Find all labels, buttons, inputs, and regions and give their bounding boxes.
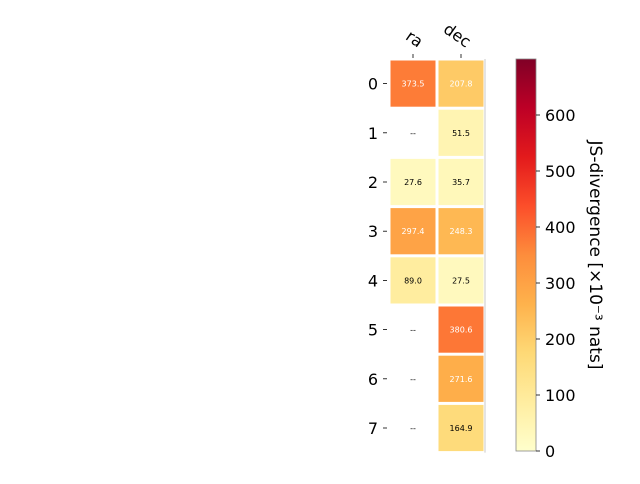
cell-value-label: 164.9 [450,424,473,433]
row-label: 3 [368,222,378,241]
colorbar-tick-label: 500 [545,162,576,181]
colorbar-tick-label: 200 [545,330,576,349]
cell-value-label: 35.7 [452,178,470,187]
heatmap-cell [390,257,436,304]
row-label: 5 [368,321,378,340]
cell-value-label: 89.0 [404,276,422,285]
cell-value-label: -- [410,375,416,384]
colorbar: 0 100 200 300 400 500 600 JS-divergence [×10⁻³… [515,58,605,461]
heatmap-cell [438,355,484,402]
cell-value-label: 380.6 [450,326,473,335]
colorbar-label: JS-divergence [×10⁻³ nats] [585,140,605,370]
heatmap-cell [390,60,436,107]
heatmap-cell [438,306,484,353]
colorbar-tick-label: 600 [545,106,576,125]
heatmap-cell [438,60,484,107]
cell-value-label: 207.8 [450,80,473,89]
colorbar-tick-label: 400 [545,218,576,237]
heatmap-cell [390,158,436,206]
cell-value-label: 373.5 [402,80,425,89]
cell-value-label: -- [410,424,416,433]
heatmap-cells: 373.5 207.8 -- 51.5 27.6 35.7 297.4 248.3 89.0 27… [390,59,486,453]
row-label: 1 [368,124,378,143]
cell-value-label: 297.4 [402,227,425,236]
heatmap-cell [438,109,484,156]
heatmap-cell [438,208,484,255]
cell-value-label: -- [410,326,416,335]
row-label: 0 [368,75,378,94]
column-labels: ra dec [402,19,475,58]
row-labels: 0 1 2 3 4 5 6 7 [368,75,387,438]
heatmap-cell [438,257,484,304]
heatmap-cell [390,208,436,255]
column-label: dec [440,19,474,51]
colorbar-tick-label: 0 [545,442,555,461]
heatmap-cell [438,404,484,452]
row-label: 4 [368,271,378,290]
cell-value-label: 51.5 [452,129,470,138]
colorbar-tick-label: 300 [545,274,576,293]
colorbar-ticks: 0 100 200 300 400 500 600 [536,106,576,461]
cell-value-label: 27.6 [404,178,422,187]
cell-value-label: 248.3 [450,227,473,236]
cell-value-label: 271.6 [450,375,473,384]
row-label: 7 [368,419,378,438]
cell-value-label: -- [410,129,416,138]
row-label: 6 [368,370,378,389]
cell-value-label: 27.5 [452,276,470,285]
column-label: ra [402,26,426,51]
heatmap-cell [438,158,484,206]
colorbar-tick-label: 100 [545,386,576,405]
row-label: 2 [368,173,378,192]
colorbar-gradient [515,58,537,452]
